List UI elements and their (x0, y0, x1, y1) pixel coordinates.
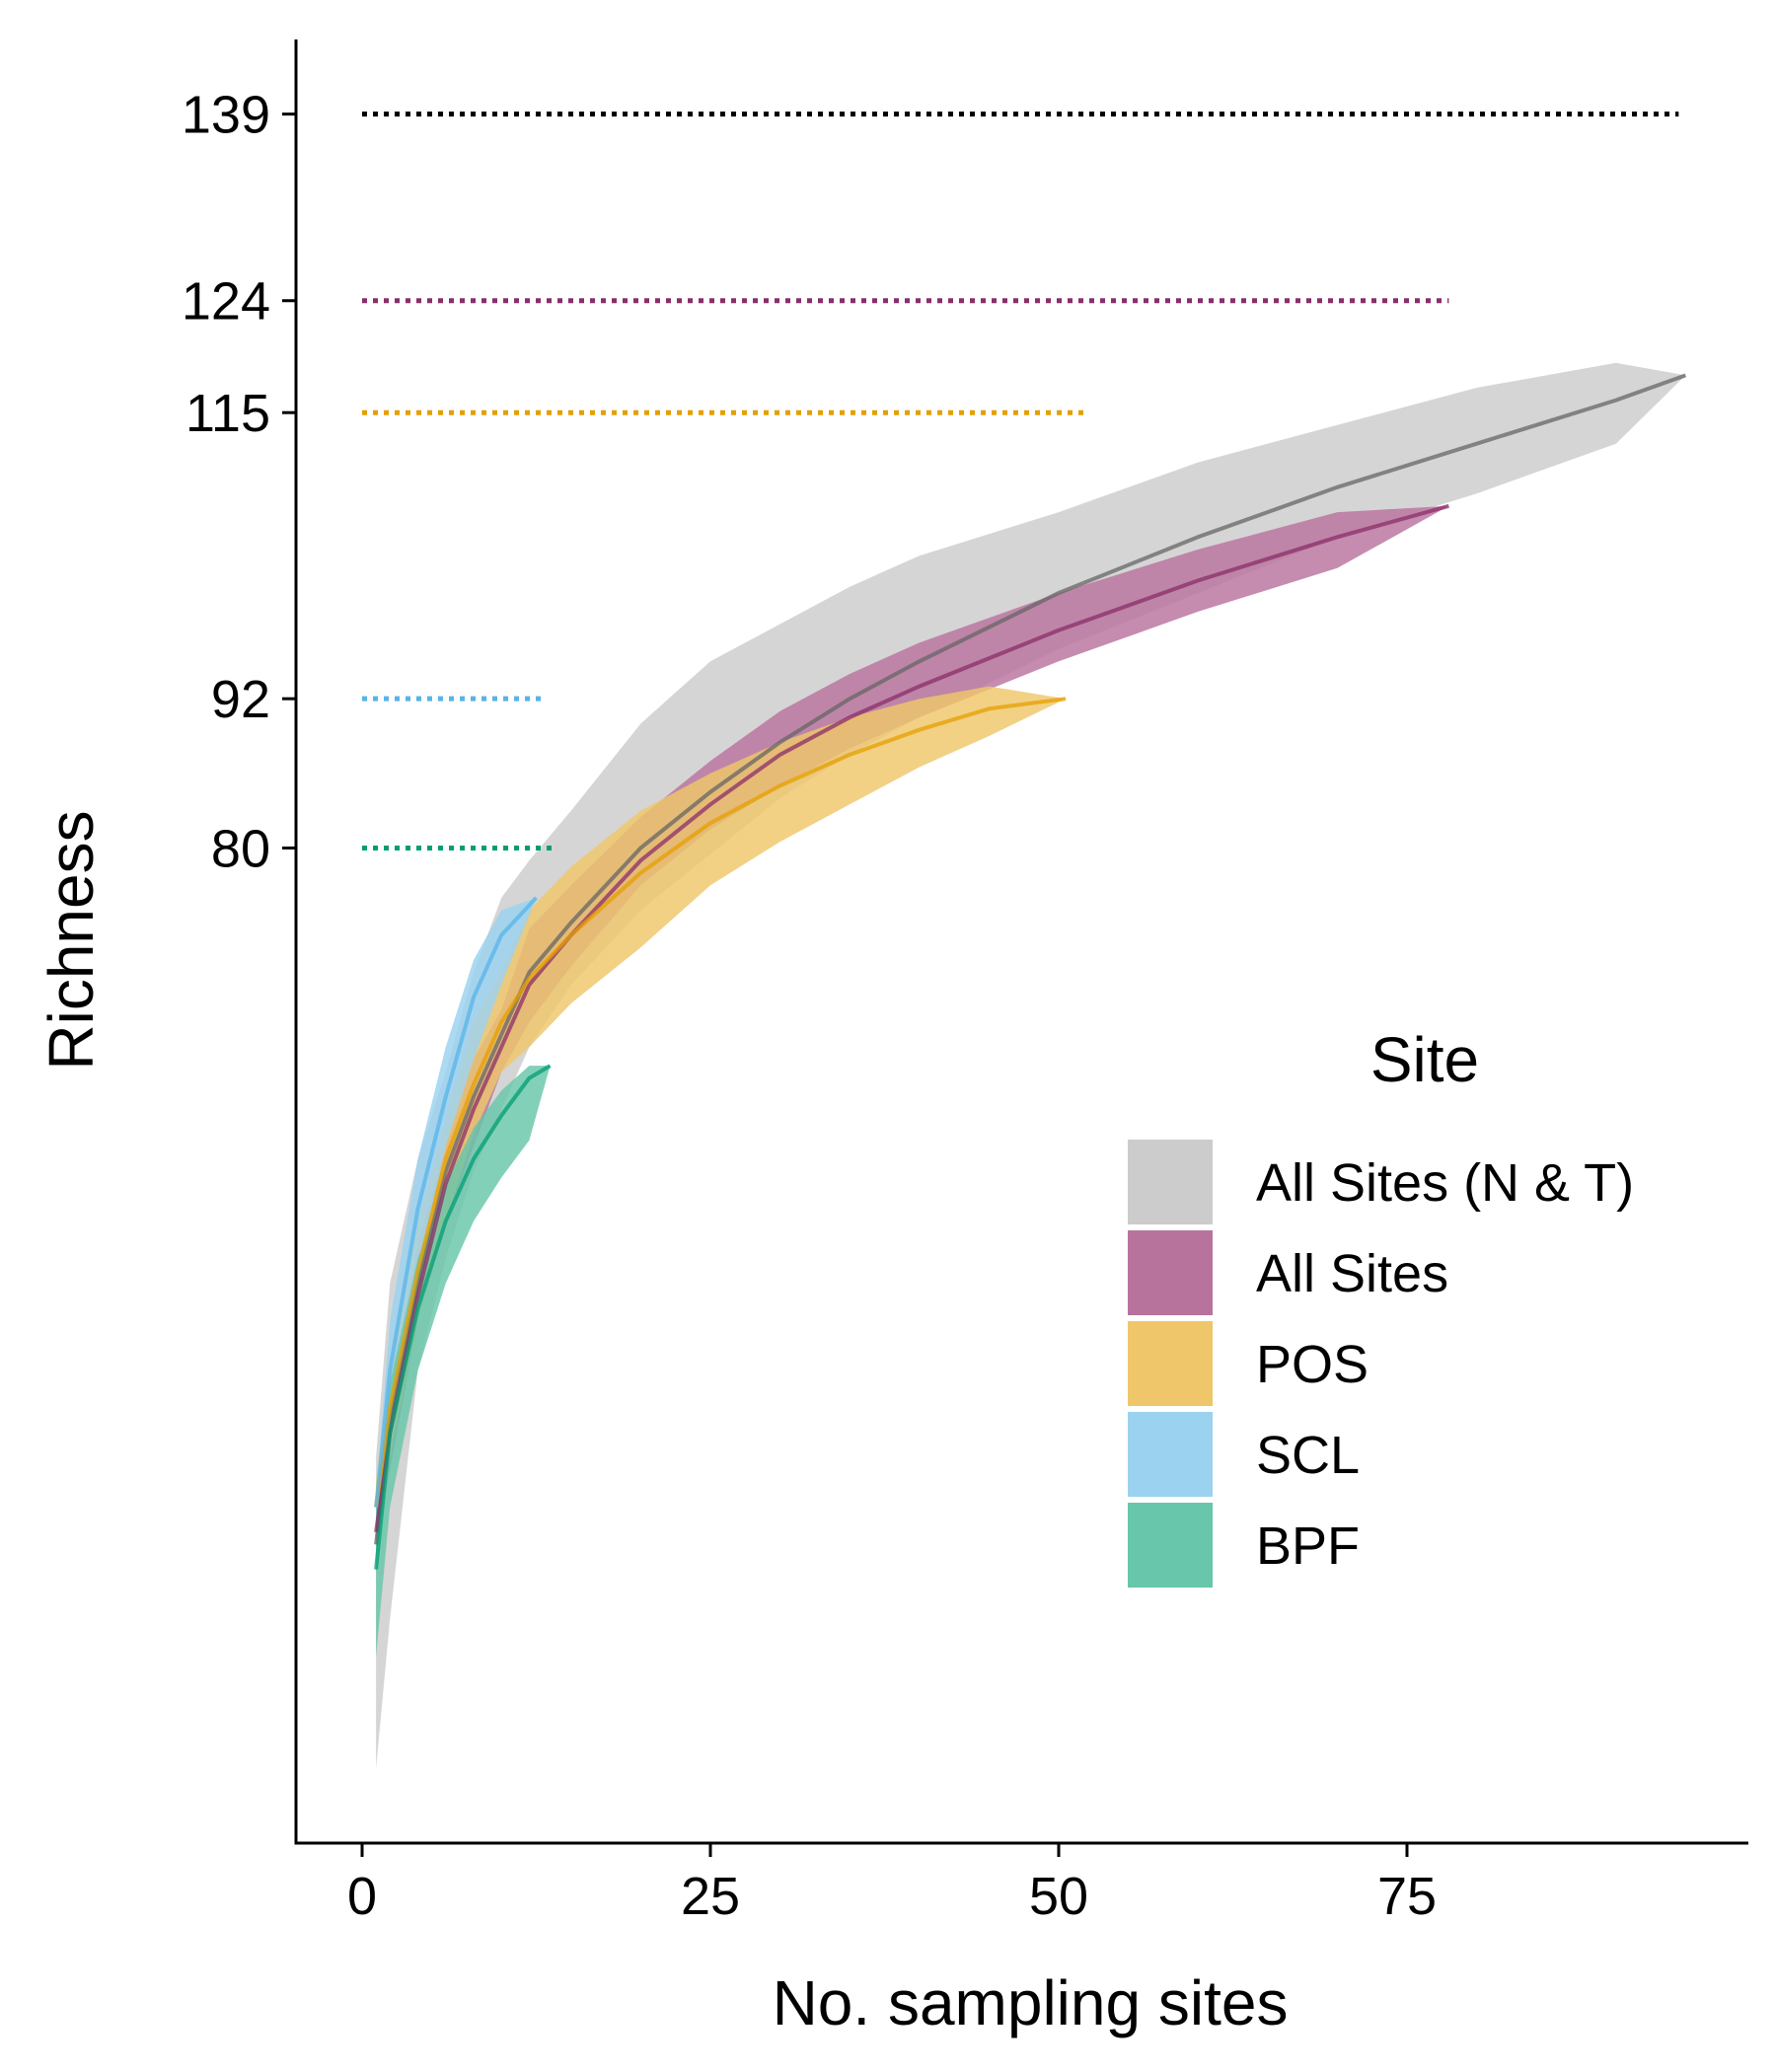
legend-swatch-scl (1128, 1412, 1213, 1497)
legend-swatch-bpf (1128, 1503, 1213, 1588)
legend-label-bpf: BPF (1256, 1517, 1360, 1576)
band-pos (376, 686, 1067, 1532)
legend-label-pos: POS (1256, 1335, 1369, 1394)
band-all-sites-n-t (376, 362, 1686, 1769)
x-tick-label: 25 (681, 1867, 740, 1926)
y-tick-label: 124 (182, 272, 270, 332)
mean-line-bpf (374, 1064, 552, 1570)
mean-line-all-sites-n-t (374, 373, 1687, 1545)
y-axis-label: Richness (36, 810, 107, 1070)
mean-line-all-sites (374, 503, 1449, 1533)
x-tick-label: 50 (1029, 1867, 1088, 1926)
legend-label-all-sites-n-t: All Sites (N & T) (1256, 1153, 1634, 1213)
legend-label-all-sites: All Sites (1256, 1244, 1448, 1303)
axes: 0 25 50 75 80 92 115 124 139 (182, 39, 1748, 1926)
legend-label-scl: SCL (1256, 1426, 1360, 1485)
x-tick-label: 0 (347, 1867, 377, 1926)
confidence-bands (376, 362, 1686, 1769)
legend-title: Site (1370, 1024, 1479, 1095)
y-tick-label: 139 (182, 86, 270, 145)
y-tick-label: 80 (211, 819, 270, 878)
band-scl (376, 897, 537, 1532)
legend-swatch-all-sites (1128, 1230, 1213, 1315)
legend-swatch-all-sites-n-t (1128, 1140, 1213, 1224)
mean-line-pos (374, 697, 1067, 1508)
mean-lines (374, 373, 1687, 1570)
y-tick-label: 115 (185, 384, 270, 443)
y-tick-label: 92 (211, 670, 270, 729)
reference-lines (362, 111, 1679, 851)
x-axis-label: No. sampling sites (773, 1967, 1289, 2038)
x-tick-label: 75 (1377, 1867, 1437, 1926)
legend: Site All Sites (N & T) All Sites POS SCL BPF (1128, 1024, 1634, 1588)
legend-swatch-pos (1128, 1321, 1213, 1406)
mean-line-scl (374, 896, 538, 1508)
